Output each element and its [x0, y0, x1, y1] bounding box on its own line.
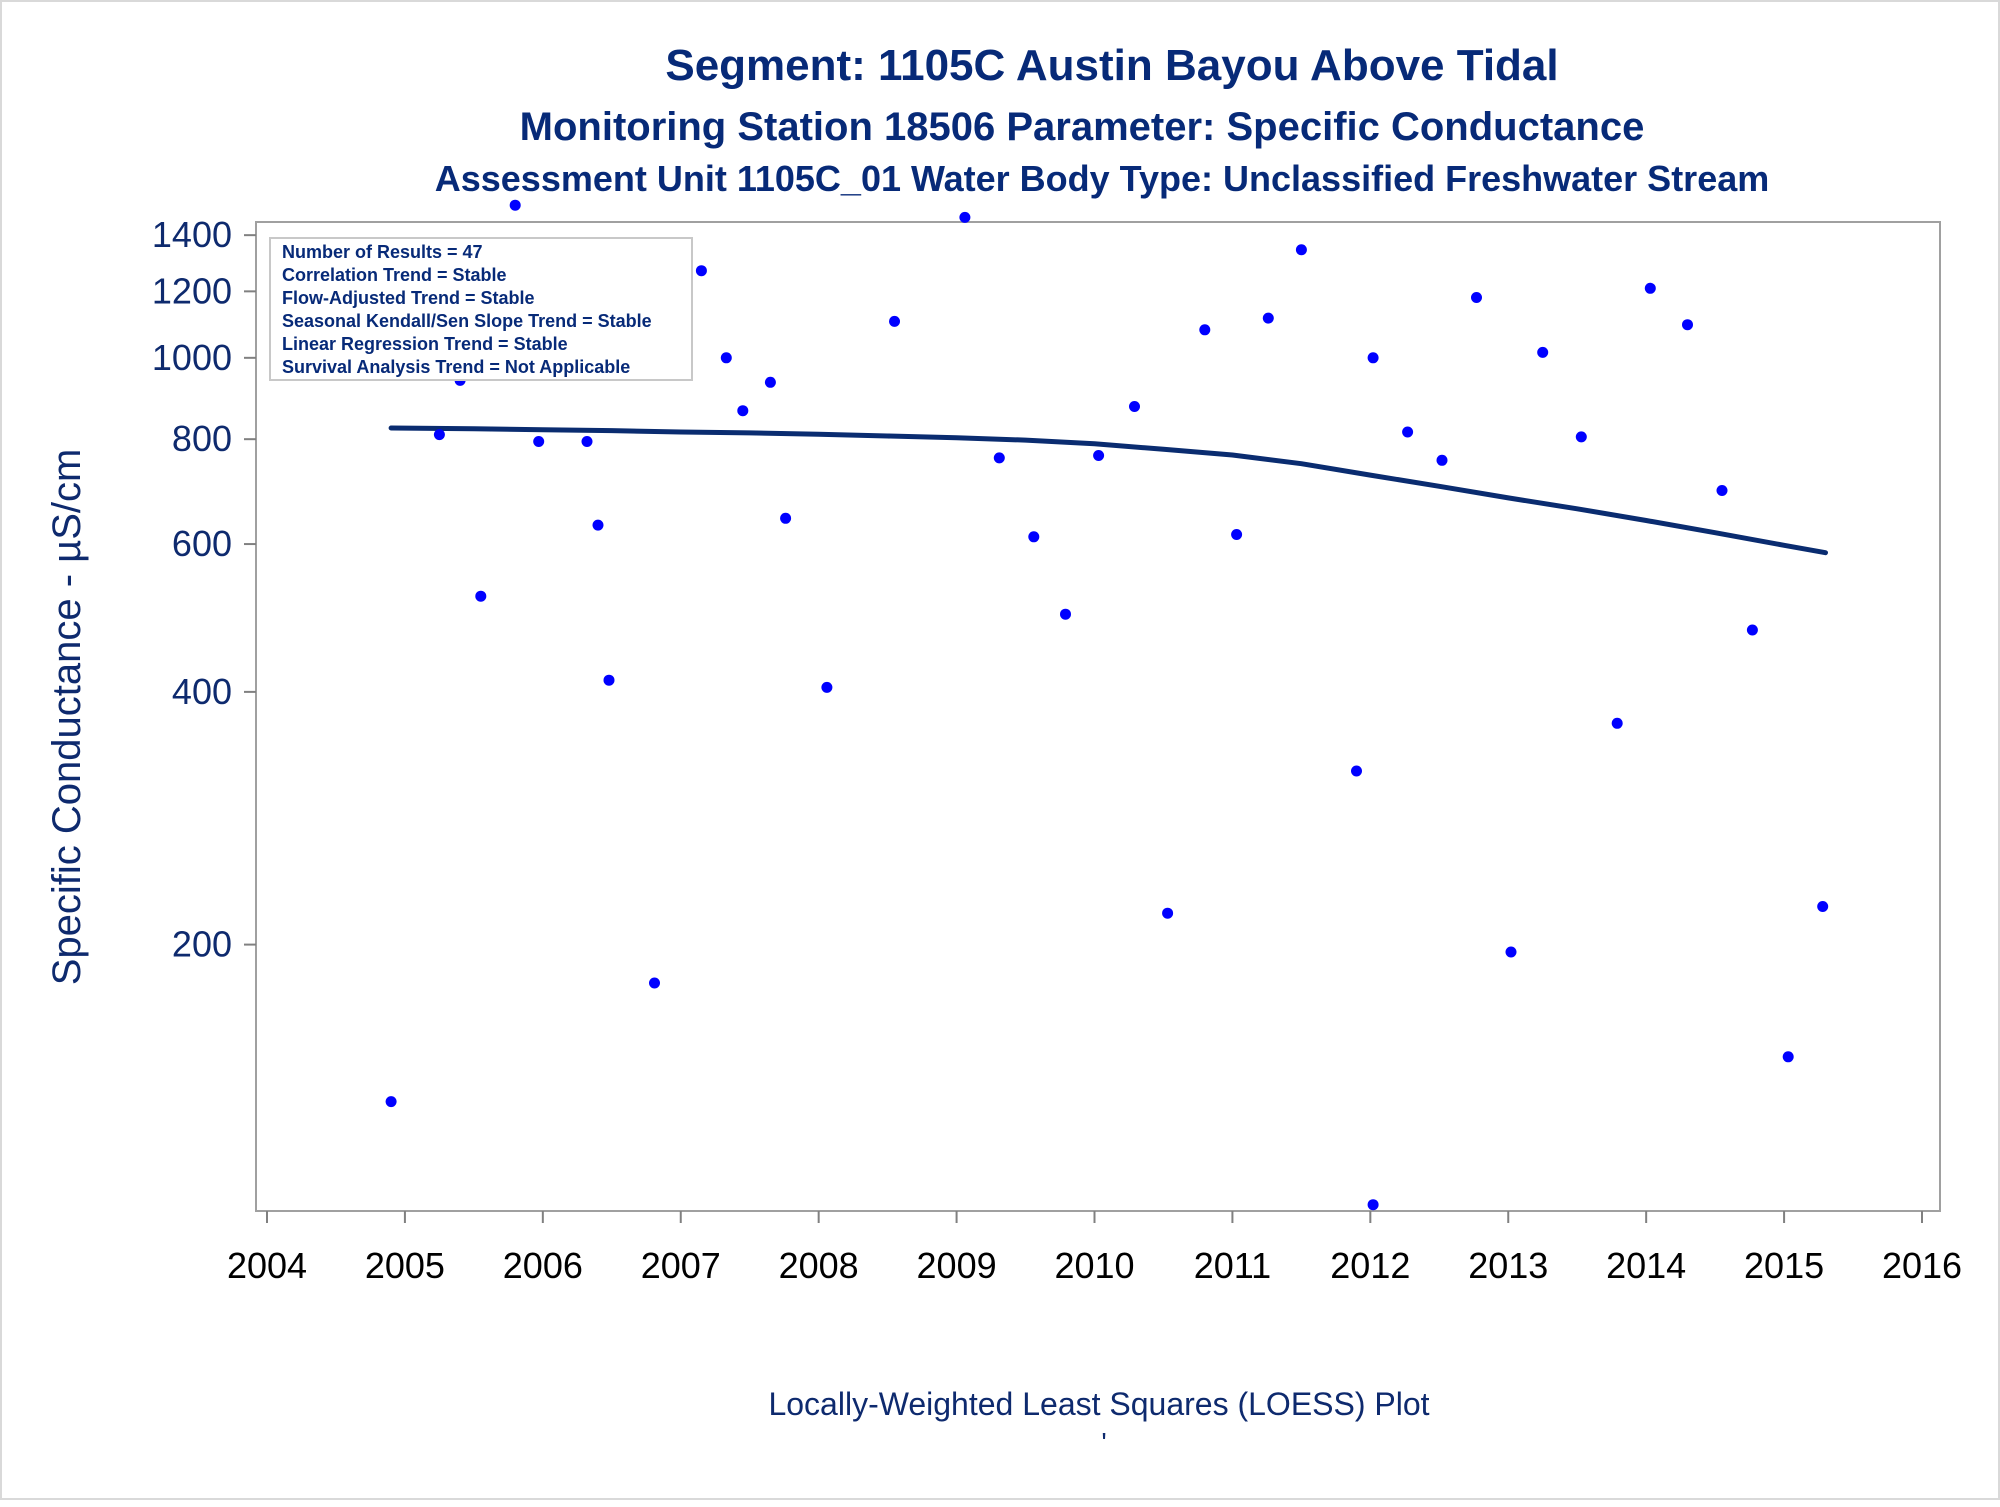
data-point: [385, 1096, 397, 1108]
x-tick-label: 2007: [641, 1245, 721, 1286]
data-point: [737, 405, 749, 417]
data-point: [1162, 907, 1174, 919]
data-point: [695, 265, 707, 277]
loess-trend-line: [388, 425, 1828, 556]
x-tick-label: 2006: [503, 1245, 583, 1286]
data-point: [1129, 401, 1140, 412]
data-point: [764, 376, 776, 388]
y-tick-label: 400: [172, 671, 232, 712]
data-point: [1436, 454, 1448, 466]
data-point: [1505, 946, 1517, 958]
y-tick-label: 1000: [152, 337, 232, 378]
trend-statistics-frame: [269, 237, 693, 381]
plot-frame: [255, 221, 1941, 1212]
data-point: [780, 512, 792, 524]
data-point: [1402, 426, 1414, 438]
data-point: [1644, 282, 1656, 294]
y-tick-label: 1400: [152, 214, 232, 255]
x-tick-label: 2004: [227, 1245, 307, 1286]
data-point: [1093, 450, 1105, 461]
chart-subtitle: Monitoring Station 18506 Parameter: Spec…: [520, 105, 1645, 149]
x-tick-label: 2009: [917, 1245, 997, 1286]
data-point: [649, 977, 660, 989]
y-axis-label: Specific Conductance - µS/cm: [45, 449, 89, 986]
data-point: [1682, 319, 1693, 331]
data-point: [1471, 292, 1482, 303]
data-point: [1060, 608, 1071, 620]
x-tick-label: 2011: [1194, 1245, 1271, 1286]
x-tick-label: 2014: [1606, 1245, 1686, 1286]
data-point: [1782, 1051, 1794, 1063]
data-point: [1611, 717, 1623, 729]
data-point: [1231, 529, 1243, 540]
stat-number-of-results: Number of Results = 47: [282, 242, 483, 262]
x-tick-label: 2008: [779, 1245, 859, 1286]
chart-footnote: Locally-Weighted Least Squares (LOESS) P…: [768, 1386, 1429, 1422]
y-tick-label: 600: [172, 523, 232, 564]
chart-title: Segment: 1105C Austin Bayou Above Tidal: [665, 41, 1558, 90]
data-point: [1351, 765, 1362, 777]
data-point: [821, 681, 833, 693]
data-point: [1199, 324, 1211, 336]
x-tick-label: 2015: [1744, 1245, 1824, 1286]
trend-statistics-box: Number of Results = 47 Correlation Trend…: [269, 237, 693, 381]
x-tick-label: 2016: [1882, 1245, 1962, 1286]
data-point: [993, 452, 1005, 464]
data-point: [720, 352, 732, 364]
stat-linear-regression-trend: Linear Regression Trend = Stable: [282, 334, 568, 354]
data-point: [509, 199, 521, 211]
data-point: [1295, 244, 1307, 256]
data-point: [959, 211, 971, 223]
data-point: [1262, 312, 1274, 324]
data-point: [1367, 352, 1379, 364]
stat-seasonal-kendall-trend: Seasonal Kendall/Sen Slope Trend = Stabl…: [282, 311, 652, 331]
y-tick-label: 800: [172, 418, 232, 459]
loess-layer: [388, 425, 1828, 556]
data-point: [889, 315, 900, 327]
data-point: [433, 429, 445, 441]
data-point: [1028, 531, 1040, 543]
x-tick-label: 2010: [1054, 1245, 1134, 1286]
data-point: [592, 519, 604, 531]
stat-flow-adjusted-trend: Flow-Adjusted Trend = Stable: [282, 288, 535, 308]
data-point: [1367, 1199, 1379, 1211]
data-point: [1746, 624, 1758, 636]
stat-survival-analysis-trend: Survival Analysis Trend = Not Applicable: [282, 357, 630, 377]
x-tick-label: 2012: [1330, 1245, 1410, 1286]
data-point: [475, 590, 487, 602]
y-axis: 200 400 600 800 1000 1200 1400: [152, 214, 256, 965]
x-tick-label: 2005: [365, 1245, 445, 1286]
data-point: [1575, 431, 1587, 443]
x-tick-label: 2013: [1468, 1245, 1548, 1286]
y-tick-label: 1200: [152, 270, 232, 311]
data-point: [1537, 346, 1549, 358]
data-point: [1716, 485, 1728, 496]
y-tick-label: 200: [172, 924, 232, 965]
x-axis: 2004 2005 2006 2007 2008 2009 2010 2011 2012 2013…: [227, 1211, 1962, 1286]
footnote-mark: ': [1101, 1427, 1106, 1458]
data-point: [581, 436, 593, 447]
data-point: [533, 436, 545, 447]
stat-correlation-trend: Correlation Trend = Stable: [282, 265, 507, 285]
data-point: [1817, 901, 1829, 912]
data-point: [603, 674, 615, 686]
chart-subtitle-2: Assessment Unit 1105C_01 Water Body Type…: [435, 158, 1770, 199]
